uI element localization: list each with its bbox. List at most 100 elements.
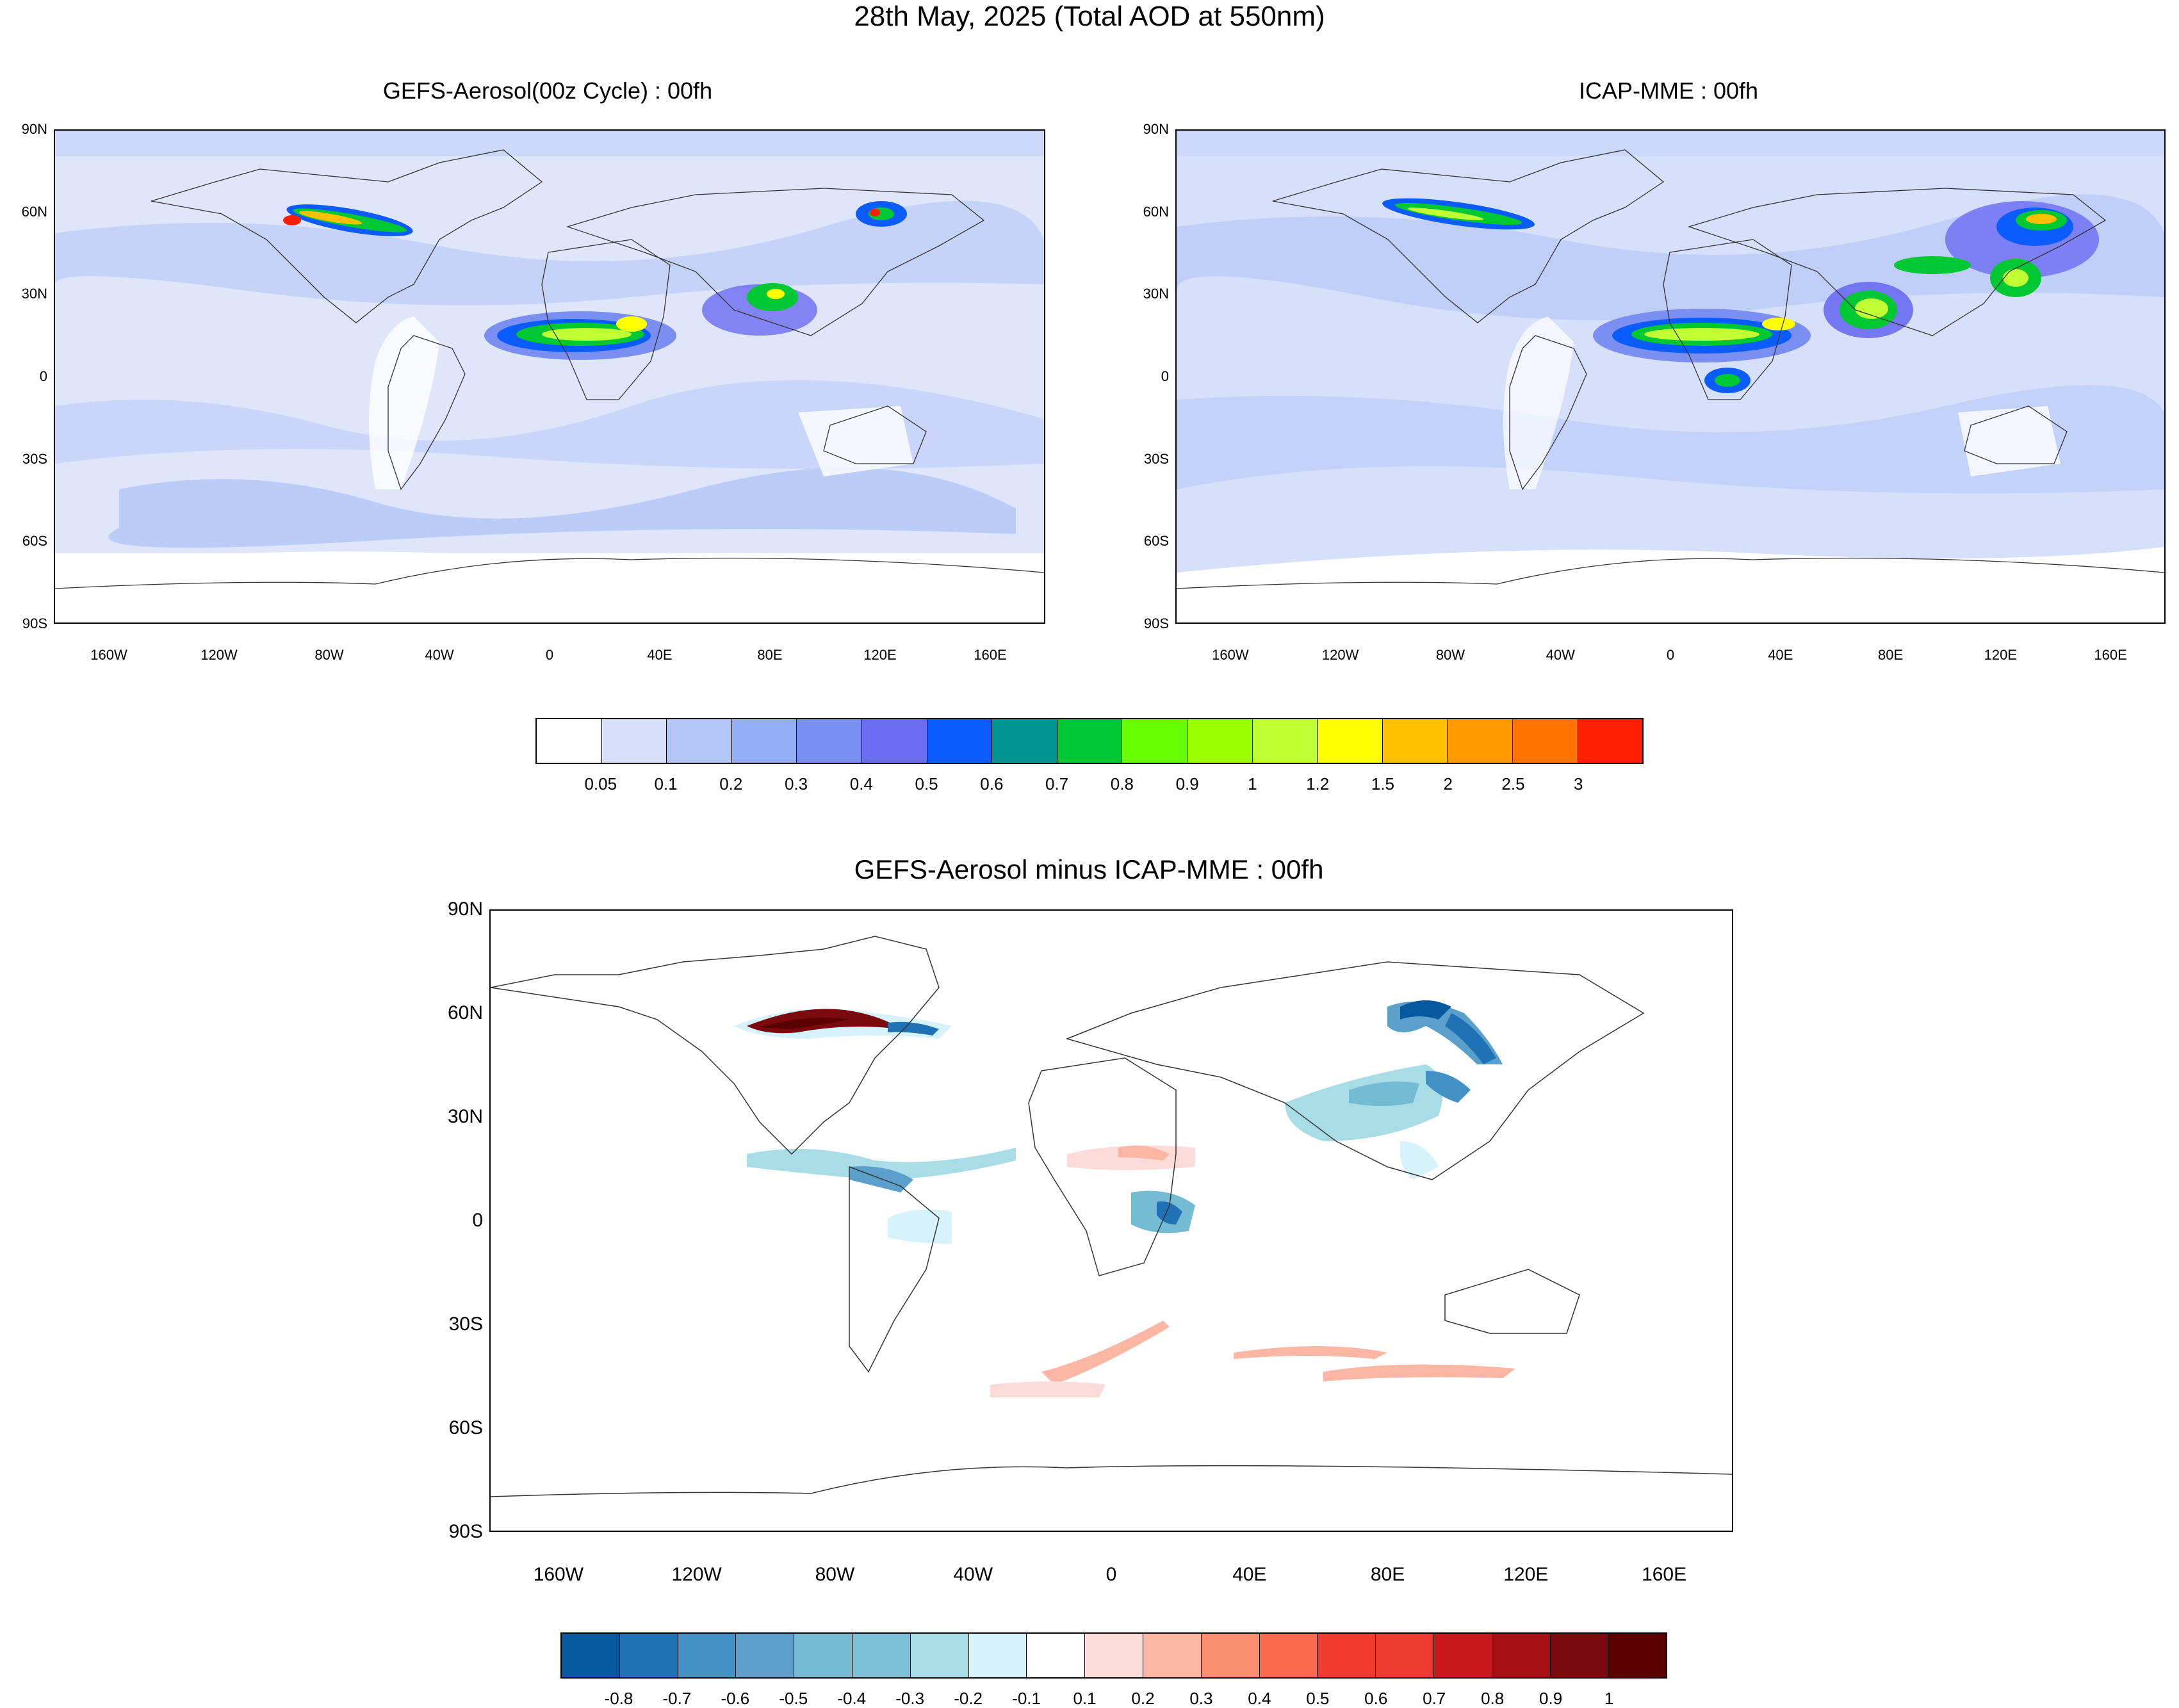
colorbar-label: 0.7 (1423, 1689, 1446, 1708)
gefs-lon-label: 0 (545, 647, 554, 663)
icap-lat-label: 90N (1143, 121, 1169, 137)
colorbar-swatch (1608, 1634, 1667, 1677)
colorbar-swatch (736, 1634, 795, 1677)
diff-lat-label: 0 (472, 1210, 483, 1231)
colorbar-label: 0.4 (849, 774, 873, 793)
aod-colorbar (535, 718, 1644, 764)
colorbar-label: 0.1 (654, 774, 678, 793)
difference-colorbar (560, 1632, 1667, 1679)
gefs-aod-map (54, 129, 1045, 624)
colorbar-swatch (797, 719, 862, 763)
colorbar-swatch (1318, 719, 1383, 763)
icap-lon-label: 40W (1546, 647, 1575, 663)
icap-lat-label: 30S (1143, 450, 1169, 467)
colorbar-label: 2 (1443, 774, 1453, 793)
colorbar-swatch (1187, 719, 1253, 763)
colorbar-swatch (1382, 719, 1448, 763)
colorbar-swatch (1122, 719, 1187, 763)
gefs-lon-label: 40W (425, 647, 454, 663)
colorbar-swatch (619, 1634, 678, 1677)
colorbar-label: 1 (1248, 774, 1257, 793)
icap-lat-label: 30N (1143, 286, 1169, 302)
diff-lat-label: 30N (447, 1106, 483, 1127)
diff-lat-label: 60S (448, 1417, 483, 1438)
colorbar-swatch (562, 1634, 620, 1677)
colorbar-label: 3 (1574, 774, 1583, 793)
colorbar-swatch (861, 719, 927, 763)
colorbar-swatch (794, 1634, 853, 1677)
icap-lon-label: 160E (2094, 647, 2127, 663)
colorbar-label: -0.5 (779, 1689, 808, 1708)
colorbar-swatch (1512, 719, 1578, 763)
colorbar-label: 0.2 (719, 774, 743, 793)
diff-lat-label: 30S (448, 1314, 483, 1335)
icap-lon-label: 80E (1877, 647, 1904, 663)
colorbar-label: 0.4 (1248, 1689, 1271, 1708)
colorbar-swatch (678, 1634, 737, 1677)
colorbar-label: 0.1 (1073, 1689, 1097, 1708)
colorbar-swatch (992, 719, 1057, 763)
colorbar-swatch (1143, 1634, 1202, 1677)
colorbar-label: -0.4 (837, 1689, 867, 1708)
diff-lon-label: 0 (1106, 1564, 1117, 1585)
diff-lon-label: 40W (953, 1564, 993, 1585)
diff-lon-label: 40E (1232, 1564, 1267, 1585)
diff-lat-label: 90N (447, 899, 483, 920)
colorbar-swatch (537, 719, 602, 763)
gefs-lon-label: 80W (314, 647, 344, 663)
gefs-lon-label: 40E (647, 647, 673, 663)
colorbar-label: 0.3 (1189, 1689, 1213, 1708)
gefs-lat-label: 90N (21, 121, 47, 137)
colorbar-swatch (1578, 719, 1643, 763)
gefs-lon-label: 160W (90, 647, 127, 663)
colorbar-label: 0.5 (915, 774, 938, 793)
gefs-lat-label: 0 (39, 368, 47, 384)
diff-lon-label: 120W (671, 1564, 722, 1585)
diff-lat-label: 60N (447, 1002, 483, 1023)
colorbar-label: 0.9 (1539, 1689, 1563, 1708)
colorbar-swatch (601, 719, 667, 763)
diff-lon-label: 160E (1642, 1564, 1687, 1585)
icap-lat-label: 60S (1143, 533, 1169, 549)
colorbar-label: -0.2 (954, 1689, 983, 1708)
colorbar-swatch (1376, 1634, 1434, 1677)
icap-lon-label: 80W (1435, 647, 1465, 663)
icap-lat-label: 0 (1161, 368, 1169, 384)
gefs-panel-title: GEFS-Aerosol(00z Cycle) : 00fh (382, 77, 713, 104)
colorbar-label: -0.7 (662, 1689, 692, 1708)
colorbar-label: 0.6 (1364, 1689, 1388, 1708)
icap-lat-label: 90S (1143, 615, 1169, 631)
colorbar-label: 0.7 (1045, 774, 1069, 793)
colorbar-label: 2.5 (1501, 774, 1525, 793)
gefs-lat-label: 90S (22, 615, 47, 631)
colorbar-swatch (1492, 1634, 1551, 1677)
colorbar-swatch (731, 719, 797, 763)
icap-aod-map (1175, 129, 2166, 624)
colorbar-label: 1.2 (1306, 774, 1330, 793)
colorbar-swatch (1433, 1634, 1492, 1677)
colorbar-label: 0.5 (1306, 1689, 1330, 1708)
colorbar-label: 0.6 (980, 774, 1004, 793)
gefs-lon-label: 160E (974, 647, 1007, 663)
difference-map (489, 909, 1733, 1532)
colorbar-swatch (1201, 1634, 1260, 1677)
colorbar-label: -0.6 (721, 1689, 750, 1708)
figure-title: 28th May, 2025 (Total AOD at 550nm) (854, 1, 1325, 32)
icap-lon-label: 120W (1321, 647, 1359, 663)
gefs-lat-label: 60S (22, 533, 47, 549)
diff-lon-label: 160W (533, 1564, 584, 1585)
colorbar-swatch (1448, 719, 1513, 763)
colorbar-label: 0.05 (584, 774, 617, 793)
diff-panel-title: GEFS-Aerosol minus ICAP-MME : 00fh (854, 854, 1324, 884)
icap-lon-label: 120E (1984, 647, 2018, 663)
colorbar-swatch (667, 719, 732, 763)
colorbar-swatch (968, 1634, 1027, 1677)
colorbar-label: 0.8 (1481, 1689, 1505, 1708)
colorbar-label: 1 (1604, 1689, 1614, 1708)
colorbar-label: -0.3 (895, 1689, 925, 1708)
icap-lon-label: 0 (1666, 647, 1675, 663)
colorbar-swatch (852, 1634, 911, 1677)
colorbar-swatch (1318, 1634, 1376, 1677)
colorbar-label: 0.3 (784, 774, 808, 793)
colorbar-swatch (1550, 1634, 1609, 1677)
